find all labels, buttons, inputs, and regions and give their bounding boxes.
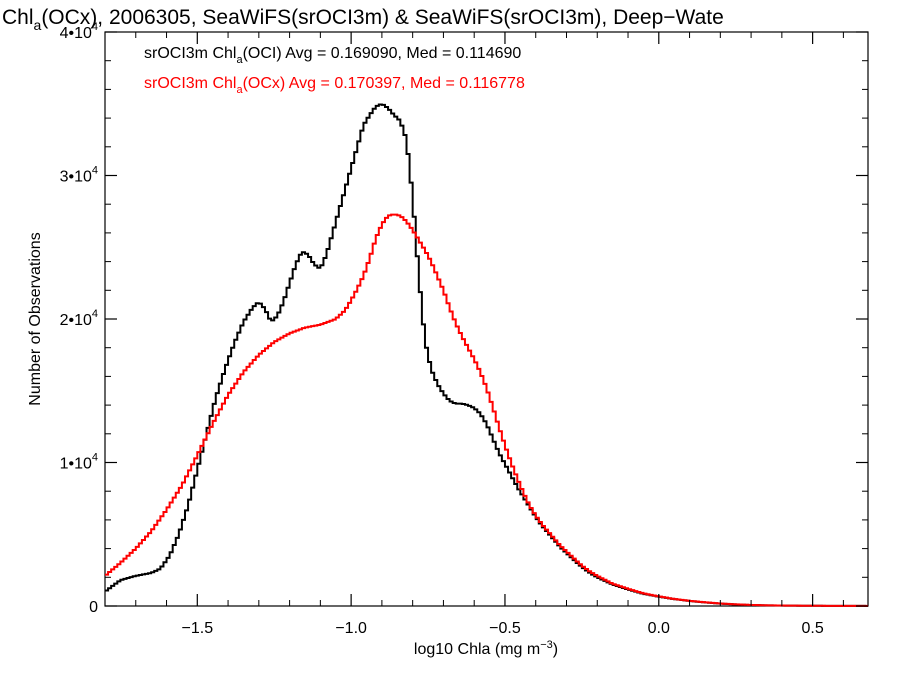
- series-line-ocx: [105, 213, 868, 607]
- y-tick-label: 2•104: [60, 308, 98, 329]
- y-tick-label: 3•104: [60, 165, 98, 186]
- y-axis-label: Number of Observations: [27, 232, 44, 405]
- series-layer: [105, 103, 868, 607]
- y-tick-label: 4•104: [60, 21, 98, 42]
- x-tick-label: −1.0: [335, 620, 367, 637]
- series-line-oci: [105, 103, 868, 607]
- x-tick-label: 0.0: [648, 620, 670, 637]
- plot-area: −1.5 −1.0 −0.5 0.0 0.5 0 1•104 2•104 3•104 4•104: [60, 21, 869, 637]
- x-axis-ticks: −1.5 −1.0 −0.5 0.0 0.5: [104, 32, 844, 637]
- y-axis-ticks: 0 1•104 2•104 3•104 4•104: [60, 21, 868, 616]
- x-tick-label: −1.5: [182, 620, 214, 637]
- legend-entry-ocx: srOCI3m Chla(OCx) Avg = 0.170397, Med = …: [144, 75, 525, 96]
- x-tick-label: 0.5: [801, 620, 823, 637]
- y-tick-label: 0: [89, 599, 98, 616]
- legend: srOCI3m Chla(OCI) Avg = 0.169090, Med = …: [144, 45, 525, 96]
- x-tick-label: −0.5: [489, 620, 521, 637]
- x-axis-label: log10 Chla (mg m−3): [414, 639, 558, 658]
- y-tick-label: 1•104: [60, 452, 98, 473]
- chart-title: Chla(OCx), 2006305, SeaWiFS(srOCI3m) & S…: [2, 6, 724, 33]
- plot-frame: [104, 31, 869, 607]
- legend-entry-oci: srOCI3m Chla(OCI) Avg = 0.169090, Med = …: [144, 45, 521, 66]
